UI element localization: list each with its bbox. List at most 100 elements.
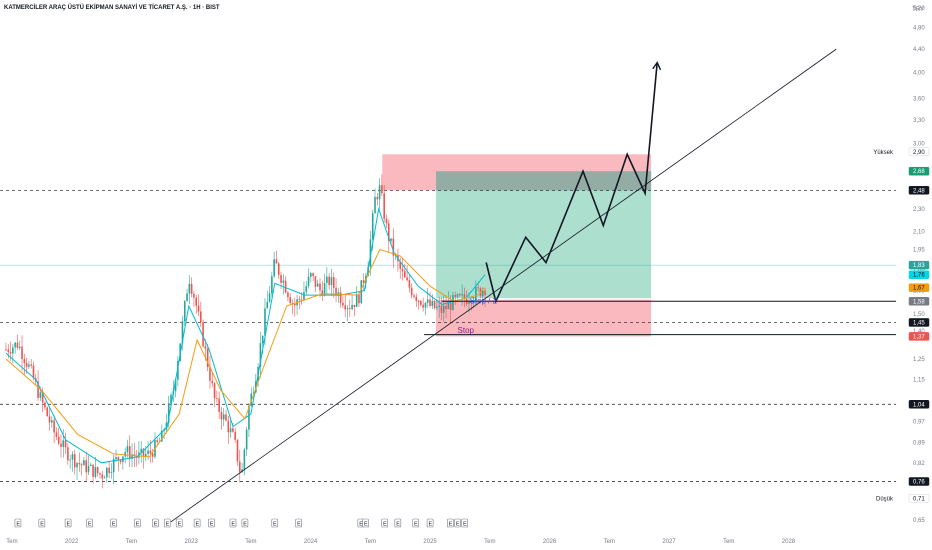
earnings-marker-icon — [86, 518, 93, 528]
earnings-marker-icon — [241, 518, 249, 528]
candle-body — [307, 276, 310, 287]
candle-body — [420, 300, 422, 305]
earnings-marker-icon — [152, 518, 159, 528]
x-tick-label: 2023 — [184, 539, 198, 545]
candle-body — [225, 414, 227, 421]
candle-body — [280, 274, 282, 283]
candle-body — [413, 295, 415, 297]
candle-body — [300, 299, 303, 301]
candle-body — [67, 447, 69, 461]
candle-body — [319, 283, 321, 291]
earnings-marker-letter: E — [297, 522, 301, 528]
price-tag-value: 2,48 — [913, 188, 925, 194]
candle-body — [216, 398, 218, 399]
candle-body — [188, 283, 191, 294]
earnings-marker-icon — [447, 518, 454, 528]
currency-label: TRY — [912, 7, 924, 13]
candle-body — [156, 440, 159, 443]
candle-body — [454, 295, 457, 297]
x-tick-label: 2024 — [304, 539, 318, 545]
candle-body — [436, 306, 438, 309]
y-tick-label: 0,89 — [913, 441, 925, 447]
candle-body — [83, 460, 85, 466]
candle-body — [218, 398, 220, 412]
candle-body — [348, 308, 351, 310]
candle-body — [170, 394, 172, 404]
y-tick-label: 2,10 — [913, 229, 925, 235]
earnings-marker-icon — [426, 518, 434, 528]
candle-body — [424, 302, 427, 308]
zones-layer — [382, 154, 652, 337]
y-tick-label: 3,60 — [913, 97, 925, 103]
price-tag-box — [908, 477, 930, 486]
price-tag-value: 1,37 — [913, 334, 925, 340]
candle-body — [353, 304, 356, 307]
candle-body — [119, 460, 122, 463]
earnings-marker-icon — [14, 518, 22, 528]
earnings-marker-letter: E — [196, 522, 200, 528]
y-tick-label: 5,20 — [913, 6, 925, 12]
ma-fast-line — [5, 206, 486, 464]
earnings-marker-letter: E — [449, 522, 453, 528]
candle-body — [248, 405, 250, 430]
candle-body — [73, 454, 76, 468]
earnings-marker-icon — [362, 518, 369, 528]
candle-body — [149, 450, 152, 454]
price-tag-box — [908, 260, 930, 270]
candle-body — [293, 304, 296, 306]
candle-body — [222, 414, 225, 420]
candle-body — [271, 276, 273, 294]
candle-body — [381, 185, 383, 194]
earnings-marker-letter: E — [364, 522, 368, 528]
candle-body — [459, 294, 461, 296]
candle-body — [330, 277, 333, 286]
y-tick-label: 1,25 — [913, 357, 925, 363]
earnings-marker-letter: E — [243, 522, 247, 528]
candle-body — [48, 416, 51, 423]
candle-body — [408, 280, 411, 288]
earnings-marker-letter: E — [414, 522, 418, 528]
candle-body — [282, 280, 285, 283]
earnings-marker-letter: E — [396, 522, 400, 528]
earnings-marker-letter: E — [456, 522, 460, 528]
candle-body — [211, 380, 214, 384]
candle-body — [470, 302, 473, 303]
candle-body — [220, 411, 223, 420]
x-tick-label: Tem — [484, 539, 495, 545]
candle-body — [328, 276, 330, 286]
candle-body — [101, 474, 104, 479]
candle-body — [124, 452, 126, 457]
candle-body — [449, 302, 452, 310]
candle-body — [85, 460, 87, 473]
earnings-marker-icon — [208, 518, 215, 528]
candle-body — [433, 300, 436, 309]
candle-body — [390, 238, 392, 241]
candle-body — [94, 467, 97, 477]
candle-body — [371, 213, 374, 240]
x-tick-label: Tem — [245, 539, 256, 545]
candle-body — [261, 335, 264, 344]
candle-body — [14, 342, 16, 348]
earnings-marker-icon — [454, 518, 461, 528]
x-tick-label: 2027 — [662, 539, 676, 545]
price-tag-box — [908, 147, 930, 157]
earnings-marker-icon — [64, 518, 72, 528]
drawing-layer: Stop / 2 Stop — [170, 48, 896, 523]
candle-body — [106, 467, 108, 478]
candle-body — [266, 301, 269, 309]
candle-body — [108, 467, 110, 474]
candle-body — [287, 292, 289, 298]
x-tick-label: Tem — [365, 539, 376, 545]
candle-body — [174, 379, 177, 392]
candle-body — [456, 294, 459, 297]
candle-body — [355, 294, 358, 307]
candle-body — [452, 295, 454, 310]
candle-body — [284, 280, 287, 293]
earnings-marker-icon — [38, 518, 46, 528]
candle-body — [151, 453, 154, 457]
candle-body — [99, 473, 101, 475]
candle-body — [12, 347, 14, 354]
earnings-marker-icon — [394, 518, 402, 528]
candle-body — [195, 297, 198, 306]
